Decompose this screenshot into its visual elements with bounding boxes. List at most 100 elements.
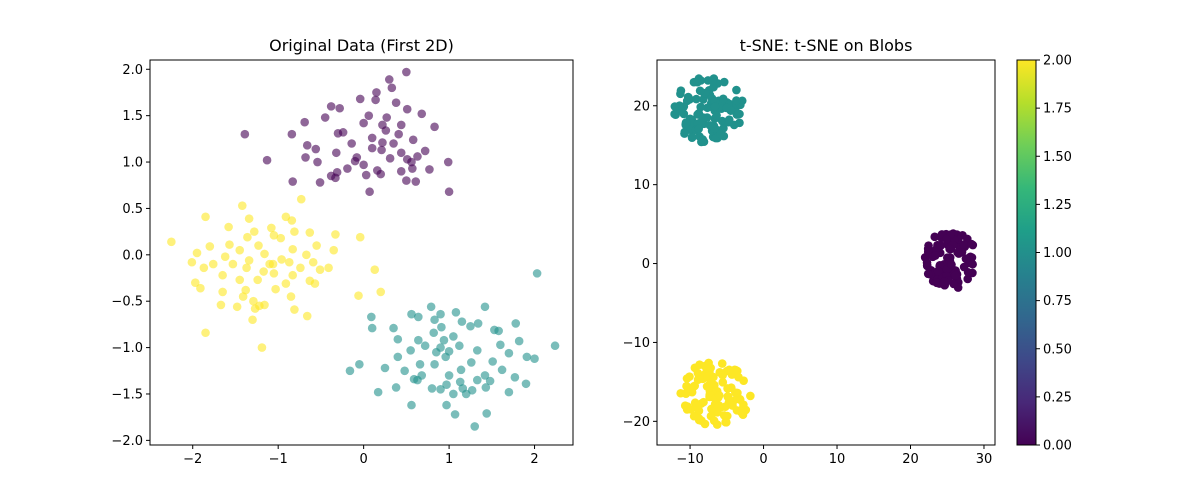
- data-point: [699, 397, 708, 407]
- data-point: [225, 240, 234, 249]
- data-point: [676, 388, 685, 398]
- data-point: [315, 178, 325, 187]
- data-point: [442, 380, 451, 389]
- data-point: [718, 370, 727, 380]
- data-point: [709, 82, 718, 92]
- data-point: [457, 317, 467, 326]
- x-tick-label: −1: [269, 452, 288, 467]
- x-tick-label: 1: [445, 452, 453, 467]
- chart-title-original-data: Original Data (First 2D): [269, 36, 454, 55]
- data-point: [393, 352, 403, 362]
- data-point: [922, 258, 932, 267]
- data-point: [373, 387, 383, 397]
- data-point: [696, 76, 706, 85]
- data-point: [939, 277, 949, 286]
- data-point: [924, 241, 933, 250]
- data-point: [470, 422, 480, 431]
- data-point: [382, 113, 392, 122]
- data-point: [376, 169, 386, 179]
- data-point: [467, 358, 476, 367]
- data-point: [430, 315, 439, 325]
- data-point: [249, 227, 259, 236]
- data-point: [235, 245, 245, 255]
- colorbar-tick-label: 1.75: [1043, 102, 1072, 117]
- data-point: [400, 366, 409, 376]
- scatter-points-tsne: [670, 74, 978, 429]
- data-point: [968, 259, 977, 269]
- data-point: [359, 160, 368, 170]
- data-point: [310, 279, 320, 288]
- data-point: [262, 155, 272, 165]
- data-point: [698, 113, 708, 122]
- data-point: [707, 404, 716, 414]
- data-point: [951, 270, 960, 280]
- data-point: [199, 263, 209, 273]
- data-point: [192, 248, 202, 258]
- data-point: [287, 216, 297, 225]
- data-point: [224, 222, 233, 232]
- data-point: [345, 366, 355, 376]
- y-tick-label: 2.0: [122, 63, 143, 78]
- data-point: [290, 305, 299, 314]
- data-point: [703, 103, 712, 113]
- data-point: [511, 319, 521, 328]
- data-point: [425, 165, 434, 174]
- colorbar-tick-label: 0.00: [1043, 439, 1072, 454]
- data-point: [442, 400, 451, 410]
- data-point: [308, 257, 318, 267]
- data-point: [269, 269, 279, 278]
- data-point: [521, 379, 531, 389]
- data-point: [717, 359, 727, 368]
- data-point: [676, 89, 685, 99]
- x-tick-label: −10: [676, 452, 703, 467]
- data-point: [681, 118, 691, 128]
- data-point: [302, 141, 312, 150]
- data-point: [504, 348, 514, 358]
- y-tick-label: −10: [623, 336, 650, 351]
- data-point: [736, 407, 746, 417]
- y-tick-label: 1.5: [122, 109, 143, 124]
- data-point: [455, 341, 464, 351]
- data-point: [326, 102, 336, 111]
- data-point: [313, 157, 322, 167]
- data-point: [719, 77, 729, 87]
- data-point: [391, 98, 401, 107]
- data-point: [426, 302, 436, 312]
- data-point: [706, 363, 715, 373]
- data-point: [724, 365, 734, 375]
- chart-original-data: Original Data (First 2D) −2 −1 0 1 2 −2.0 −1.5…: [111, 36, 574, 467]
- data-point: [710, 102, 720, 111]
- data-point: [359, 118, 368, 128]
- data-point: [354, 291, 363, 300]
- data-point: [367, 323, 377, 333]
- data-point: [243, 232, 252, 242]
- y-tick-label: −1.0: [111, 341, 143, 356]
- data-point: [444, 187, 454, 197]
- data-point: [286, 292, 296, 301]
- data-point: [287, 129, 297, 139]
- data-point: [265, 259, 274, 269]
- data-point: [696, 102, 705, 112]
- data-point: [301, 153, 310, 162]
- data-point: [456, 365, 466, 375]
- data-point: [367, 133, 377, 143]
- data-point: [930, 232, 940, 242]
- data-point: [449, 389, 458, 399]
- data-point: [253, 275, 262, 285]
- data-point: [714, 391, 724, 400]
- data-point: [723, 384, 732, 393]
- data-point: [381, 126, 391, 135]
- data-point: [451, 308, 461, 317]
- y-tick-label: 0.0: [122, 248, 143, 263]
- data-point: [302, 311, 312, 321]
- data-point: [687, 384, 697, 394]
- data-point: [496, 340, 505, 350]
- colorbar: 0.00 0.25 0.50 0.75 1.00 1.25 1.50 1.75 2.00: [1016, 54, 1072, 454]
- colorbar-tick-label: 0.25: [1043, 390, 1072, 405]
- data-point: [709, 372, 718, 382]
- data-point: [296, 194, 306, 204]
- data-point: [732, 96, 741, 105]
- data-point: [396, 167, 406, 176]
- data-point: [461, 389, 471, 399]
- data-point: [367, 143, 377, 153]
